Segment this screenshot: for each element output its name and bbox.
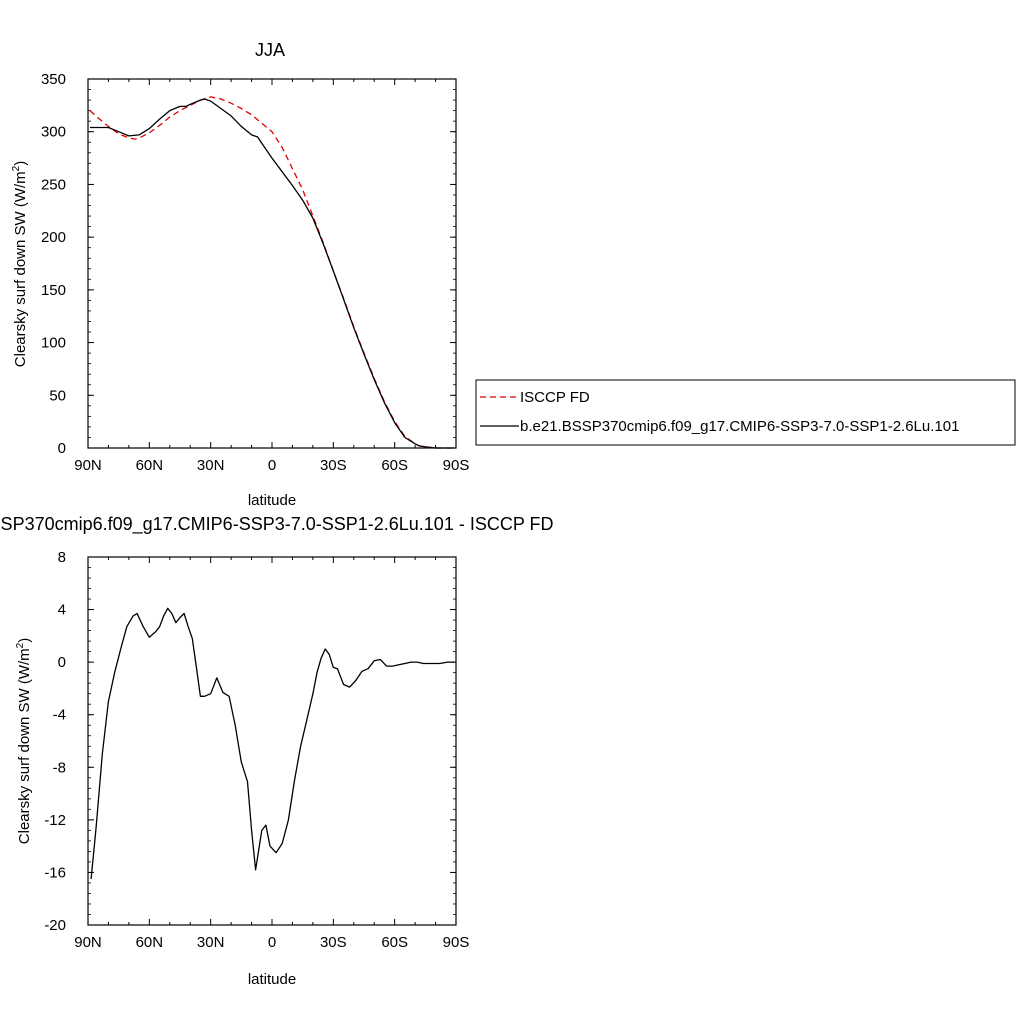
- y-tick-label: -20: [44, 917, 66, 934]
- top-panel-title: JJA: [255, 40, 285, 60]
- bottom-panel-y-axis-label: Clearsky surf down SW (W/m2): [15, 638, 33, 844]
- bottom-panel-x-axis-label: latitude: [248, 971, 296, 988]
- top-panel: JJA 90N 60N 30N 0 30S 60S 90S 0 50 100 150 200 250 30…: [11, 40, 469, 509]
- x-tick-label: 60N: [136, 934, 164, 951]
- bottom-panel-ticks: [87, 556, 457, 926]
- legend-label-model: b.e21.BSSP370cmip6.f09_g17.CMIP6-SSP3-7.…: [520, 418, 959, 435]
- x-tick-label: 90S: [443, 457, 470, 474]
- x-tick-label: 90S: [443, 934, 470, 951]
- top-panel-y-axis-label: Clearsky surf down SW (W/m2): [11, 161, 29, 367]
- x-tick-label: 90N: [74, 934, 102, 951]
- top-panel-ticks: [87, 78, 457, 449]
- series-line-difference: [90, 607, 454, 880]
- top-panel-x-axis-label: latitude: [248, 492, 296, 509]
- top-panel-series-lines: [89, 96, 454, 449]
- x-tick-label: 30S: [320, 457, 347, 474]
- top-panel-plot-frame: [87, 78, 457, 449]
- y-tick-label: 4: [58, 602, 66, 619]
- y-tick-label: 150: [41, 282, 66, 299]
- x-tick-label: 0: [268, 934, 276, 951]
- y-tick-label: 50: [49, 387, 66, 404]
- y-tick-label: -12: [44, 812, 66, 829]
- y-tick-label: 300: [41, 124, 66, 141]
- y-tick-label: -16: [44, 864, 66, 881]
- y-tick-label: 250: [41, 176, 66, 193]
- x-tick-label: 0: [268, 457, 276, 474]
- series-line-model: [90, 98, 454, 449]
- legend: ISCCP FD b.e21.BSSP370cmip6.f09_g17.CMIP…: [475, 379, 1016, 446]
- bottom-panel-title: b.e21.BSSP370cmip6.f09_g17.CMIP6-SSP3-7.…: [0, 514, 554, 535]
- bottom-panel-plot-frame: [87, 556, 457, 926]
- x-tick-label: 30N: [197, 457, 225, 474]
- legend-label-isccp-fd: ISCCP FD: [520, 389, 590, 406]
- y-tick-label: 100: [41, 335, 66, 352]
- x-tick-label: 30N: [197, 934, 225, 951]
- x-tick-label: 60S: [381, 934, 408, 951]
- y-tick-label: 350: [41, 71, 66, 88]
- y-tick-label: 200: [41, 229, 66, 246]
- y-tick-label: -4: [53, 707, 66, 724]
- y-tick-label: 0: [58, 654, 66, 671]
- legend-box: [475, 379, 1016, 446]
- bottom-panel-tick-labels: 90N 60N 30N 0 30S 60S 90S -20 -16 -12 -8 -4 0 4 8: [44, 549, 469, 951]
- y-tick-label: 8: [58, 549, 66, 566]
- x-tick-label: 60N: [136, 457, 164, 474]
- series-line-isccp-fd: [89, 96, 454, 449]
- y-tick-label: -8: [53, 759, 66, 776]
- x-tick-label: 60S: [381, 457, 408, 474]
- x-tick-label: 30S: [320, 934, 347, 951]
- bottom-panel: b.e21.BSSP370cmip6.f09_g17.CMIP6-SSP3-7.…: [0, 514, 554, 988]
- top-panel-tick-labels: 90N 60N 30N 0 30S 60S 90S 0 50 100 150 200 250 300 350: [41, 71, 469, 474]
- x-tick-label: 90N: [74, 457, 102, 474]
- bottom-panel-series-lines: [90, 607, 454, 880]
- y-tick-label: 0: [58, 440, 66, 457]
